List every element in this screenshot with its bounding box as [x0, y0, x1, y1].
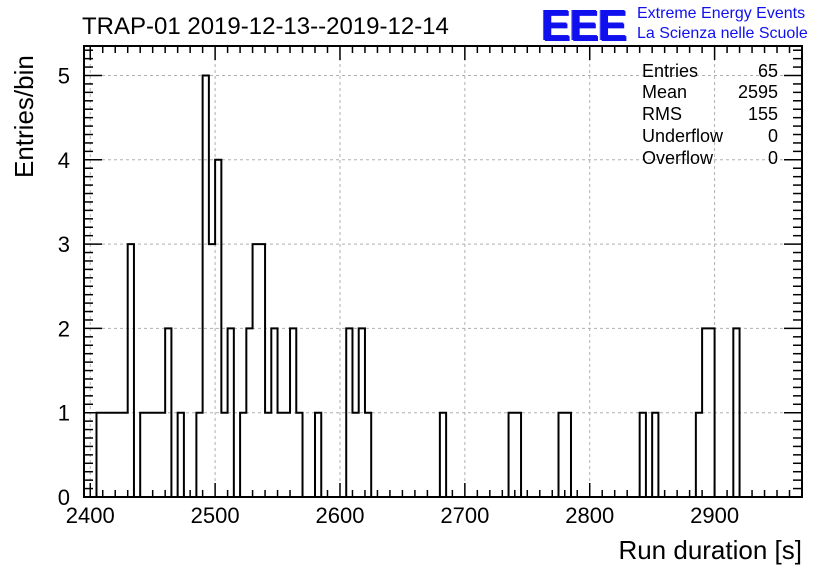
- x-tick-label-2800: 2800: [565, 503, 614, 528]
- y-tick-label-1: 1: [58, 401, 70, 426]
- y-axis-label: Entries/bin: [9, 55, 39, 178]
- x-tick-label-2400: 2400: [66, 503, 115, 528]
- histogram-bin-2410: [103, 413, 109, 497]
- stats-box: Entries 65 Mean 2595 RMS 155 Underflow 0…: [642, 61, 778, 168]
- logo-tagline-2: La Scienza nelle Scuole: [637, 25, 808, 42]
- stats-value-underflow: 0: [768, 126, 778, 146]
- histogram-bin-2445: [146, 413, 152, 497]
- x-tick-label-2500: 2500: [191, 503, 240, 528]
- histogram-bin-2415: [109, 413, 115, 497]
- y-tick-label-2: 2: [58, 316, 70, 341]
- chart-title: TRAP-01 2019-12-13--2019-12-14: [82, 13, 449, 40]
- x-tick-label-2600: 2600: [316, 503, 365, 528]
- histogram-bin-2505: [221, 413, 227, 497]
- stats-label-underflow: Underflow: [642, 126, 724, 146]
- histogram-bin-2425: [121, 413, 127, 497]
- stats-label-rms: RMS: [642, 104, 682, 124]
- y-tick-label-4: 4: [58, 148, 70, 173]
- histogram-bin-2550: [278, 413, 284, 497]
- plot-frame: [83, 45, 803, 498]
- x-axis-label: Run duration [s]: [618, 535, 802, 565]
- eee-logo: EEE: [541, 1, 627, 50]
- y-tick-label-5: 5: [58, 64, 70, 89]
- stats-label-entries: Entries: [642, 61, 698, 81]
- logo-tagline-1: Extreme Energy Events: [637, 5, 806, 22]
- stats-value-mean: 2595: [738, 82, 778, 102]
- y-tick-label-0: 0: [58, 485, 70, 510]
- histogram-bin-2455: [159, 413, 165, 497]
- stats-value-overflow: 0: [768, 148, 778, 168]
- tick-labels: 2400 2500 2600 2700 2800 2900 0 1 2 3 4 5: [58, 64, 739, 528]
- histogram-bin-2450: [153, 413, 159, 497]
- x-tick-label-2900: 2900: [690, 503, 739, 528]
- histogram-bin-2555: [284, 413, 290, 497]
- grid-lines: [84, 46, 802, 497]
- x-tick-label-2700: 2700: [440, 503, 489, 528]
- stats-value-entries: 65: [758, 61, 778, 81]
- y-tick-label-3: 3: [58, 232, 70, 257]
- stats-value-rms: 155: [748, 104, 778, 124]
- histogram-bin-2495: [209, 244, 215, 497]
- histogram-bin-2610: [352, 413, 358, 497]
- histogram-bin-2420: [115, 413, 121, 497]
- histogram-bin-2540: [265, 413, 271, 497]
- stats-label-overflow: Overflow: [642, 148, 714, 168]
- axis-ticks: [84, 46, 802, 498]
- stats-label-mean: Mean: [642, 82, 687, 102]
